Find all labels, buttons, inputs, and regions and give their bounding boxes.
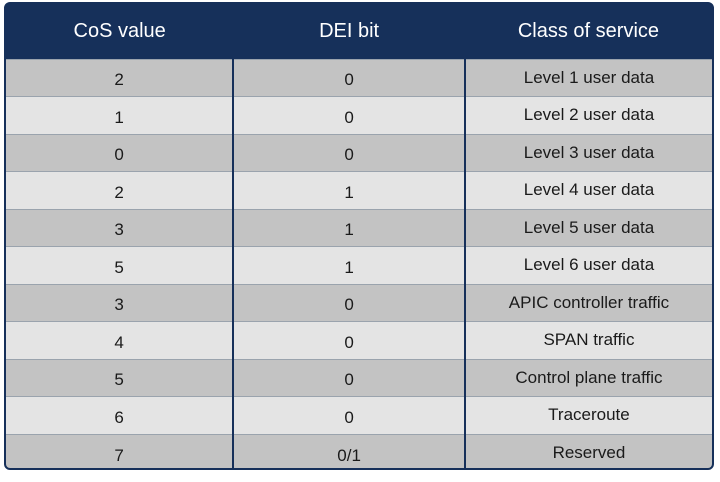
dei-bit-cell: 1 xyxy=(233,171,466,209)
dei-bit-cell: 0 xyxy=(233,321,466,359)
cos-value-cell: 4 xyxy=(6,321,235,359)
table-row: 2 1 Level 4 user data xyxy=(6,171,712,209)
dei-bit-cell: 0 xyxy=(233,358,466,397)
cos-value-cell: 0 xyxy=(6,133,235,172)
cos-value-cell: 3 xyxy=(6,283,235,322)
cos-value-cell: 6 xyxy=(6,396,235,434)
table-row: 6 0 Traceroute xyxy=(6,396,712,434)
dei-bit-cell: 1 xyxy=(233,246,466,284)
table-row: 3 1 Level 5 user data xyxy=(6,208,712,247)
table-row: 0 0 Level 3 user data xyxy=(6,133,712,172)
cos-value-cell: 2 xyxy=(6,58,235,97)
cos-value-cell: 1 xyxy=(6,96,235,134)
class-of-service-cell: Level 5 user data xyxy=(464,208,712,247)
table-header: CoS value DEI bit Class of service xyxy=(6,4,712,59)
dei-bit-cell: 0 xyxy=(233,283,466,322)
class-of-service-cell: SPAN traffic xyxy=(464,321,712,359)
class-of-service-cell: Traceroute xyxy=(464,396,712,434)
dei-bit-cell: 0 xyxy=(233,396,466,434)
cos-table-frame: CoS value DEI bit Class of service 2 0 L… xyxy=(4,2,714,470)
table-row: 7 0/1 Reserved xyxy=(6,433,712,468)
header-class-of-service: Class of service xyxy=(464,4,712,59)
table-row: 5 0 Control plane traffic xyxy=(6,358,712,397)
class-of-service-cell: Reserved xyxy=(464,433,712,468)
table-row: 4 0 SPAN traffic xyxy=(6,321,712,359)
table-row: 5 1 Level 6 user data xyxy=(6,246,712,284)
dei-bit-cell: 0/1 xyxy=(233,433,466,468)
header-cos-value: CoS value xyxy=(6,4,234,59)
class-of-service-cell: Control plane traffic xyxy=(464,358,712,397)
cos-value-cell: 5 xyxy=(6,246,235,284)
cos-value-cell: 3 xyxy=(6,208,235,247)
header-dei-bit: DEI bit xyxy=(233,4,465,59)
dei-bit-cell: 0 xyxy=(233,133,466,172)
class-of-service-cell: Level 1 user data xyxy=(464,58,712,97)
class-of-service-cell: Level 3 user data xyxy=(464,133,712,172)
cos-value-cell: 2 xyxy=(6,171,235,209)
class-of-service-cell: Level 6 user data xyxy=(464,246,712,284)
table-row: 2 0 Level 1 user data xyxy=(6,58,712,97)
header-row: CoS value DEI bit Class of service xyxy=(6,4,712,59)
class-of-service-cell: Level 4 user data xyxy=(464,171,712,209)
table-row: 1 0 Level 2 user data xyxy=(6,96,712,134)
cos-value-cell: 5 xyxy=(6,358,235,397)
cos-value-cell: 7 xyxy=(6,433,235,468)
dei-bit-cell: 0 xyxy=(233,58,466,97)
table-body: 2 0 Level 1 user data 1 0 Level 2 user d… xyxy=(6,58,712,468)
cos-dei-table: CoS value DEI bit Class of service 2 0 L… xyxy=(6,4,712,468)
dei-bit-cell: 1 xyxy=(233,208,466,247)
class-of-service-cell: Level 2 user data xyxy=(464,96,712,134)
dei-bit-cell: 0 xyxy=(233,96,466,134)
class-of-service-cell: APIC controller traffic xyxy=(464,283,712,322)
table-row: 3 0 APIC controller traffic xyxy=(6,283,712,322)
